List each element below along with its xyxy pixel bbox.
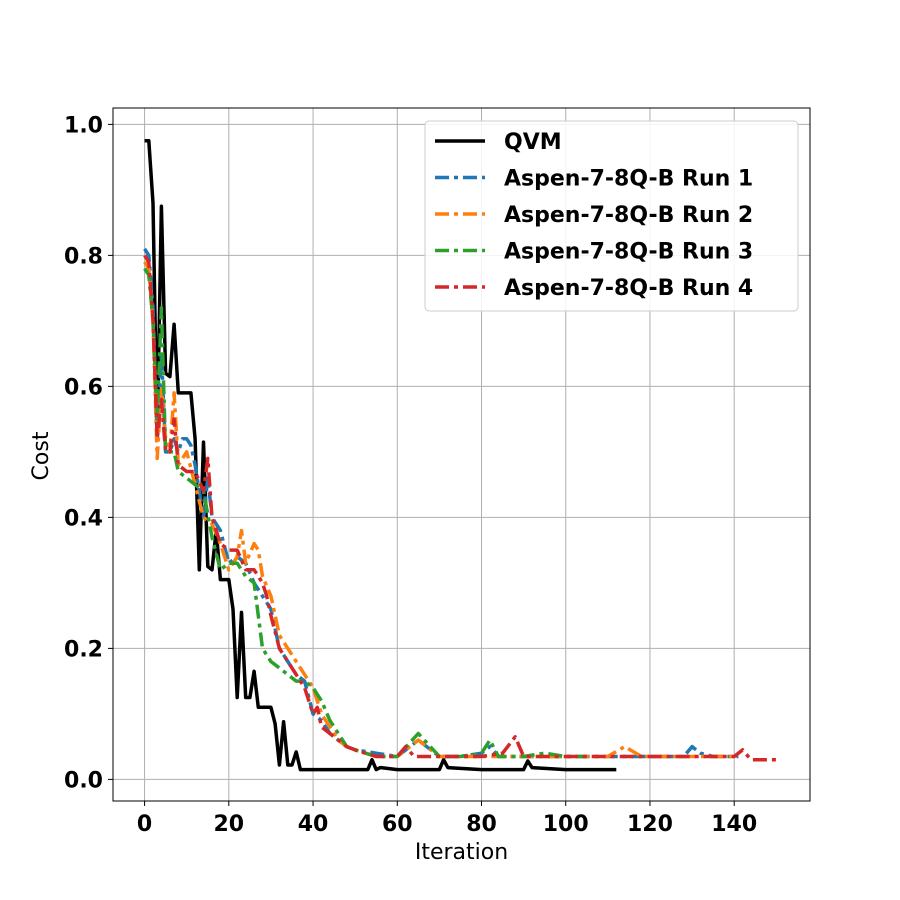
x-axis-label: Iteration (415, 840, 508, 865)
legend-box (424, 120, 799, 312)
y-tick-label: 1.0 (64, 113, 103, 138)
series-lines (143, 139, 777, 772)
legend: QVM Aspen-7-8Q-B Run 1 Aspen-7-8Q-B Run 2 A… (424, 120, 799, 312)
x-tick-label: 20 (214, 812, 245, 837)
plot-area (143, 139, 777, 772)
plot-frame (112, 107, 811, 802)
legend-label: Aspen-7-8Q-B Run 3 (504, 240, 753, 265)
legend-label: QVM (504, 130, 562, 155)
x-tick-label: 40 (298, 812, 329, 837)
series-line-qvm (144, 139, 617, 772)
x-tick-label: 100 (543, 812, 589, 837)
x-tick-label: 140 (711, 812, 757, 837)
y-axis-label: Cost (29, 431, 54, 480)
legend-label: Aspen-7-8Q-B Run 4 (504, 276, 753, 301)
y-tick-label: 0.8 (64, 244, 103, 269)
legend-label: Aspen-7-8Q-B Run 1 (504, 167, 753, 192)
x-tick-label: 0 (137, 812, 152, 837)
x-tick-label: 120 (627, 812, 673, 837)
y-tick-label: 0.2 (64, 637, 103, 662)
legend-label: Aspen-7-8Q-B Run 2 (504, 203, 753, 228)
series-line-run-1 (143, 247, 739, 759)
x-tick-label: 60 (382, 812, 413, 837)
y-tick-label: 0.4 (64, 506, 103, 531)
y-tick-label: 0.0 (64, 768, 103, 793)
y-tick-label: 0.6 (64, 375, 103, 400)
series-line-run-4 (143, 254, 777, 762)
x-tick-label: 80 (466, 812, 497, 837)
axis-ticks: 0 20 40 60 80 100 120 140 0.0 0.2 0.4 0.6 0.8 1.0 (64, 113, 757, 837)
